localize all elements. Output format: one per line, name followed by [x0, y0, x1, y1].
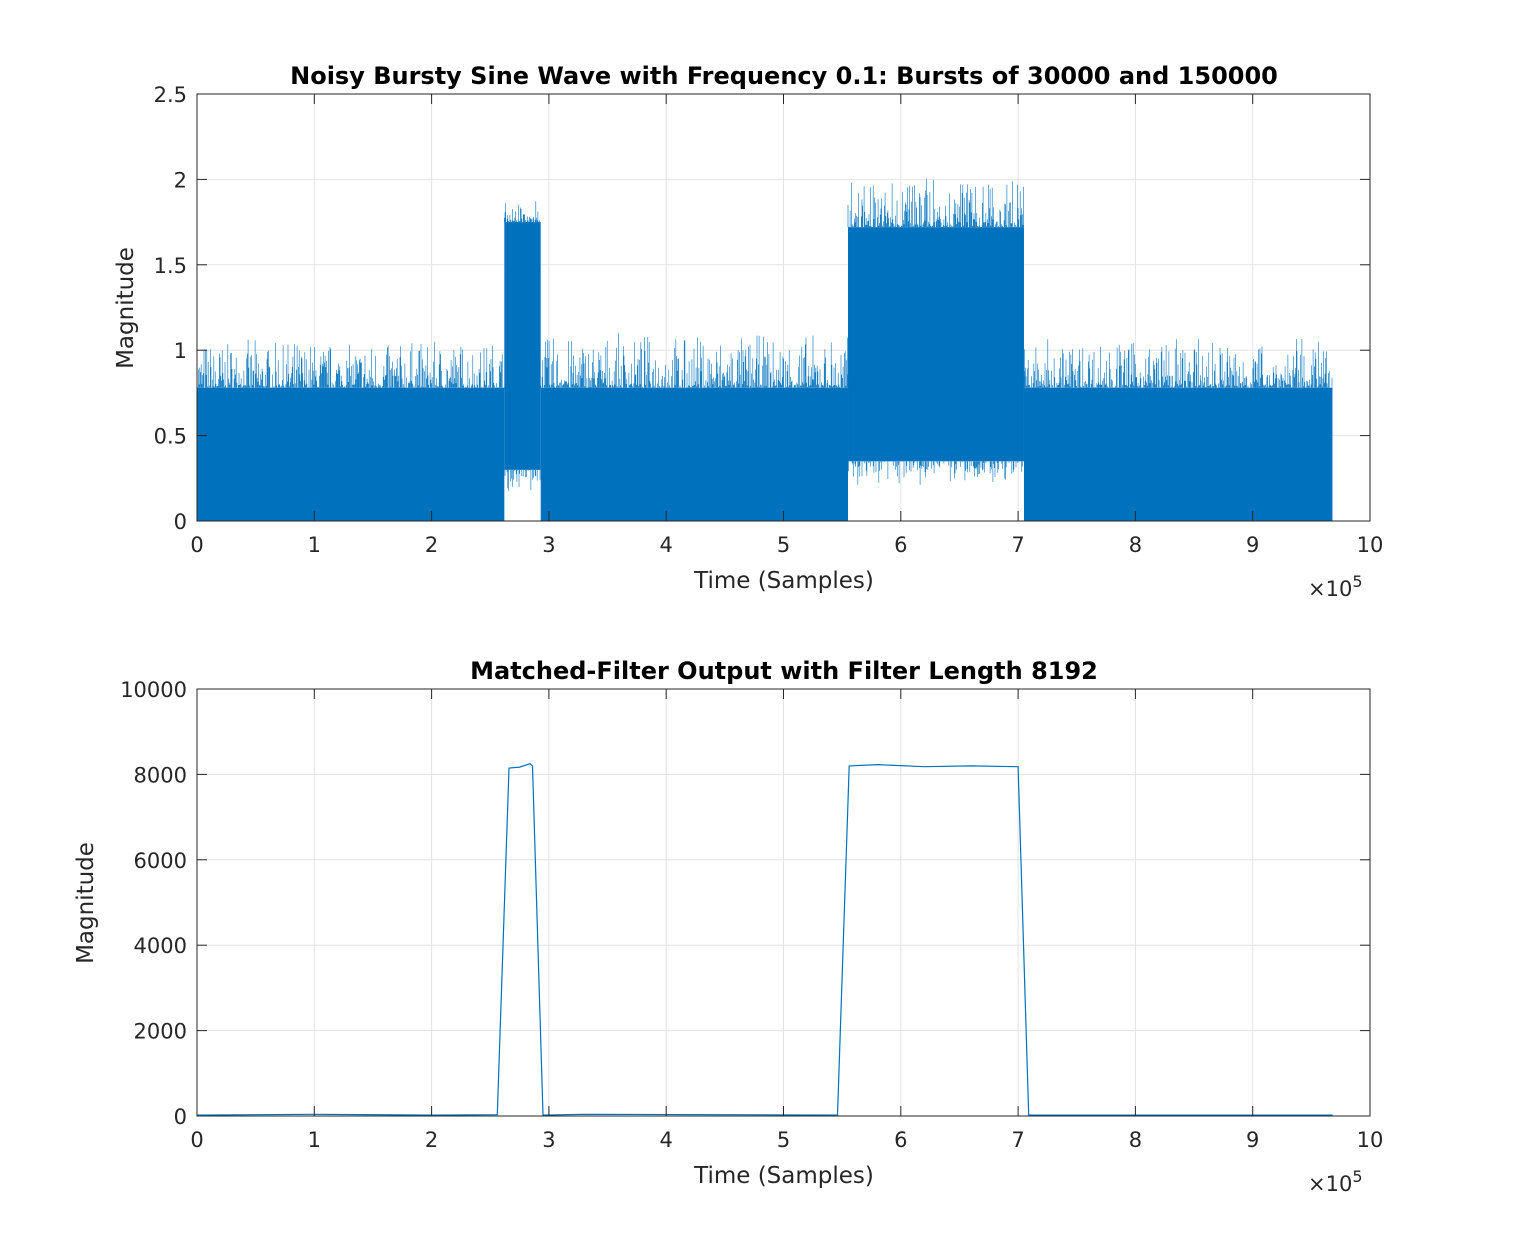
x-tick-label: 2 — [425, 1128, 438, 1152]
y-tick-label: 1 — [174, 339, 187, 363]
x-tick-label: 10 — [1357, 1128, 1384, 1152]
bottom-axes: Matched-Filter Output with Filter Length… — [73, 657, 1383, 1196]
y-tick-label: 10000 — [120, 678, 187, 702]
matched-filter-line — [196, 763, 1333, 1116]
x-tick-label: 2 — [425, 533, 438, 557]
y-tick-label: 4000 — [134, 934, 187, 958]
signal-segment-body — [848, 227, 1024, 462]
x-tick-label: 0 — [190, 533, 203, 557]
bottom-x-exponent: ×105 — [1308, 1167, 1363, 1196]
bottom-x-axis-label: Time (Samples) — [693, 1163, 874, 1189]
y-tick-label: 0 — [174, 1105, 187, 1129]
signal-segment-body — [197, 387, 505, 521]
x-tick-label: 6 — [894, 533, 907, 557]
x-tick-label: 1 — [308, 1128, 321, 1152]
x-tick-label: 6 — [894, 1128, 907, 1152]
top-x-axis-label: Time (Samples) — [693, 568, 874, 594]
x-tick-label: 7 — [1011, 1128, 1024, 1152]
bottom-chart-title: Matched-Filter Output with Filter Length… — [470, 657, 1098, 685]
y-tick-label: 6000 — [134, 849, 187, 873]
x-tick-label: 1 — [308, 533, 321, 557]
top-x-exponent: ×105 — [1308, 572, 1363, 601]
y-tick-label: 8000 — [134, 763, 187, 787]
x-tick-label: 5 — [777, 1128, 790, 1152]
x-tick-label: 10 — [1357, 533, 1384, 557]
y-tick-label: 2.5 — [154, 83, 187, 107]
y-tick-label: 1.5 — [154, 254, 187, 278]
x-tick-label: 0 — [190, 1128, 203, 1152]
x-tick-label: 3 — [542, 1128, 555, 1152]
x-tick-label: 5 — [777, 533, 790, 557]
signal-segment-body — [504, 222, 541, 470]
x-tick-label: 8 — [1129, 1128, 1142, 1152]
signal-segment-body — [540, 387, 849, 521]
top-axes: Noisy Bursty Sine Wave with Frequency 0.… — [113, 62, 1383, 601]
x-tick-label: 9 — [1246, 533, 1259, 557]
x-tick-label: 4 — [660, 1128, 673, 1152]
x-tick-label: 3 — [542, 533, 555, 557]
y-tick-label: 2000 — [134, 1020, 187, 1044]
bottom-y-axis-label: Magnitude — [73, 842, 99, 964]
top-chart-title: Noisy Bursty Sine Wave with Frequency 0.… — [290, 62, 1278, 90]
x-tick-label: 9 — [1246, 1128, 1259, 1152]
y-tick-label: 2 — [174, 168, 187, 192]
x-tick-label: 7 — [1011, 533, 1024, 557]
y-tick-label: 0 — [174, 510, 187, 534]
x-tick-label: 8 — [1129, 533, 1142, 557]
top-y-axis-label: Magnitude — [113, 247, 139, 369]
y-tick-label: 0.5 — [154, 425, 187, 449]
x-tick-label: 4 — [660, 533, 673, 557]
signal-segment-body — [1023, 387, 1333, 521]
